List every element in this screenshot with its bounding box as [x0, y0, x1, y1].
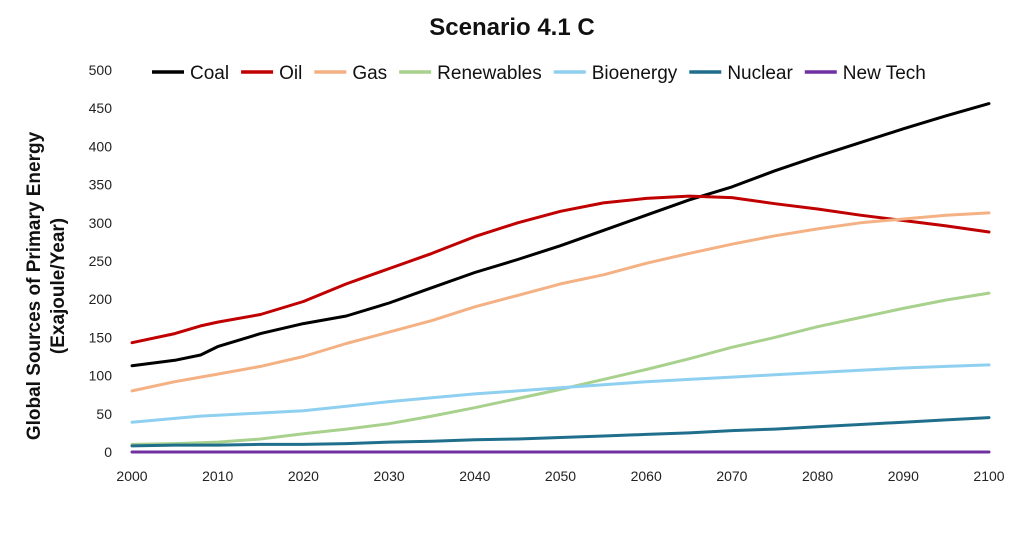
series-line-oil [130, 194, 991, 345]
legend: Coal Oil Gas Renewables Bioenergy Nuclear New … [152, 63, 926, 84]
legend-item-bioenergy: Bioenergy [553, 63, 678, 84]
legend-item-nuclear: Nuclear [689, 63, 793, 84]
y-tick-label: 200 [89, 291, 113, 307]
y-tick-label: 100 [89, 368, 113, 384]
x-tick-label: 2100 [973, 468, 1004, 484]
x-axis-ticks: 2000 2010 2020 2030 2040 2050 2060 2070 2080 2090… [116, 468, 1004, 484]
x-tick-label: 2040 [459, 468, 490, 484]
legend-label: Coal [190, 63, 229, 84]
legend-label: Renewables [437, 63, 542, 84]
legend-label: Nuclear [727, 63, 793, 84]
y-axis-ticks: 0 50 100 150 200 250 300 350 400 450 500 [89, 62, 113, 460]
legend-item-gas: Gas [314, 63, 387, 84]
series-lines [130, 102, 991, 454]
series-line-renewables [130, 291, 991, 446]
y-tick-label: 150 [89, 329, 113, 345]
series-line-coal [130, 102, 991, 368]
series-line-bioenergy [130, 363, 991, 424]
legend-item-coal: Coal [152, 63, 229, 84]
legend-label: Bioenergy [592, 63, 678, 84]
x-tick-label: 2020 [288, 468, 319, 484]
legend-item-new-tech: New Tech [804, 63, 926, 84]
y-tick-label: 400 [89, 138, 113, 154]
series-line-nuclear [130, 416, 991, 448]
x-tick-label: 2060 [631, 468, 662, 484]
legend-label: New Tech [843, 63, 926, 84]
y-tick-label: 350 [89, 177, 113, 193]
y-tick-label: 0 [104, 444, 112, 460]
x-tick-label: 2080 [802, 468, 833, 484]
x-tick-label: 2000 [116, 468, 147, 484]
series-line-gas [130, 211, 991, 393]
legend-item-oil: Oil [241, 63, 302, 84]
legend-item-renewables: Renewables [399, 63, 542, 84]
y-tick-label: 450 [89, 100, 113, 116]
y-tick-label: 500 [89, 62, 113, 78]
x-tick-label: 2050 [545, 468, 576, 484]
x-tick-label: 2070 [716, 468, 747, 484]
legend-label: Gas [352, 63, 387, 84]
y-tick-label: 250 [89, 253, 113, 269]
chart-title: Scenario 4.1 C [429, 14, 595, 41]
x-tick-label: 2010 [202, 468, 233, 484]
legend-label: Oil [279, 63, 302, 84]
x-tick-label: 2090 [888, 468, 919, 484]
y-tick-label: 300 [89, 215, 113, 231]
x-tick-label: 2030 [374, 468, 405, 484]
y-tick-label: 50 [96, 406, 112, 422]
